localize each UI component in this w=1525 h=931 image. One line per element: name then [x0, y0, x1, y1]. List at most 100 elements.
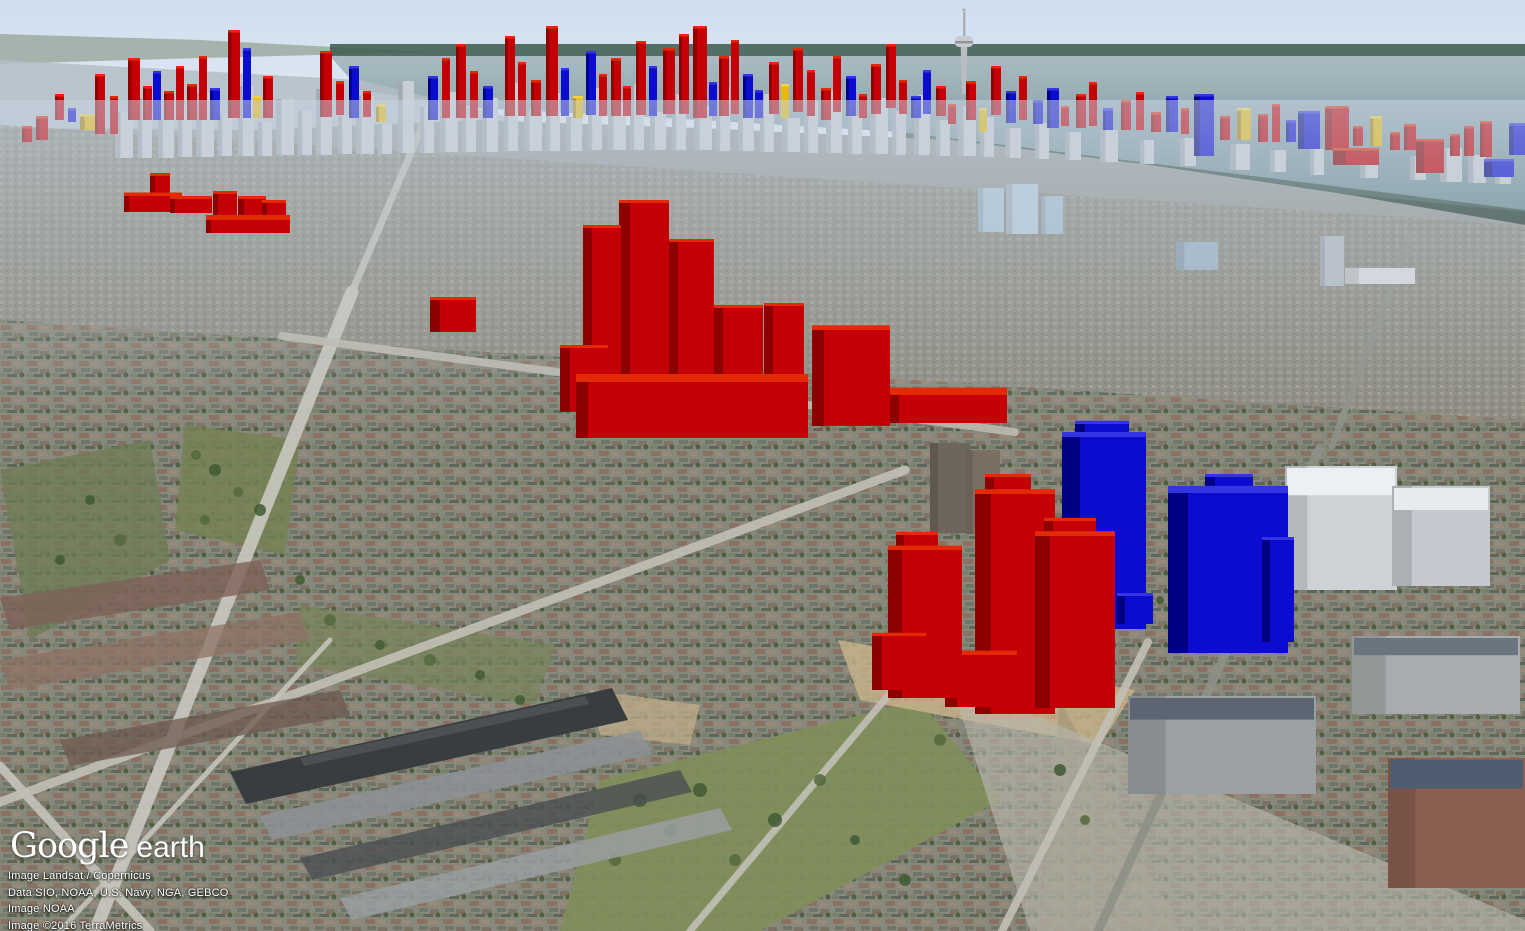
- cn-tower: [955, 8, 973, 94]
- logo-earth: earth: [136, 831, 205, 864]
- extrusion-bar-shade: [693, 28, 697, 118]
- development-extrusion: [1035, 531, 1115, 708]
- extrusion-bar-b: [846, 78, 856, 116]
- extrusion-bar-r: [176, 68, 184, 120]
- box-left-face: [764, 306, 773, 432]
- box-front-face: [882, 636, 926, 690]
- far-land-left: [0, 34, 430, 64]
- extrusion-bar-top: [886, 44, 896, 47]
- box-left-face: [576, 382, 588, 438]
- extrusion-bar-r: [636, 43, 646, 115]
- extrusion-bar-top: [456, 44, 466, 47]
- extrusion-bar-r: [833, 58, 841, 112]
- extrusion-bar-shade: [636, 43, 639, 115]
- development-extrusion-red: [812, 325, 890, 426]
- box-top-face: [238, 196, 266, 199]
- extrusion-bar-b: [649, 68, 657, 116]
- tree: [729, 854, 741, 866]
- extrusion-bar-top: [821, 88, 831, 91]
- midrise-building: [1352, 636, 1520, 714]
- box-left-face: [213, 194, 218, 226]
- extrusion-bar-top: [1136, 92, 1144, 95]
- extrusion-bar-shade: [456, 46, 459, 118]
- tree: [934, 734, 946, 746]
- box-top-face: [1262, 537, 1294, 540]
- extrusion-bar-shade: [743, 76, 746, 118]
- extrusion-bar-r: [336, 83, 344, 115]
- extrusion-bar-top: [586, 51, 596, 54]
- tree: [768, 813, 782, 827]
- tree: [209, 464, 221, 476]
- extrusion-bar-r: [871, 66, 881, 114]
- extrusion-bar-shade: [128, 60, 132, 120]
- box-top-face: [206, 214, 290, 220]
- extrusion-bar-top: [1089, 82, 1097, 85]
- midrise-building: [1388, 758, 1525, 888]
- box-top-face: [764, 303, 804, 306]
- box-top-face: [975, 489, 1055, 494]
- box-top-face: [576, 374, 808, 382]
- box-front-face: [440, 300, 476, 332]
- extrusion-bar-shade: [320, 53, 324, 117]
- extrusion-bar-r: [719, 58, 729, 116]
- extrusion-bar-r: [531, 82, 541, 116]
- box-left-face: [583, 228, 592, 402]
- tree: [191, 450, 201, 460]
- extrusion-bar-top: [573, 96, 583, 99]
- building-roof: [1287, 468, 1395, 496]
- extrusion-bar-top: [228, 30, 240, 33]
- extrusion-bar-top: [679, 34, 689, 37]
- box-left-face: [985, 477, 994, 495]
- building-shade: [966, 450, 973, 534]
- extrusion-bar-top: [505, 36, 515, 39]
- extrusion-bar-shade: [719, 58, 722, 116]
- extrusion-bar-r: [769, 64, 779, 114]
- extrusion-bar-r: [442, 60, 450, 118]
- box-front-face: [824, 330, 890, 426]
- attribution-line-1: Image Landsat / Copernicus: [8, 870, 151, 882]
- tree: [515, 695, 525, 705]
- box-top-face: [1062, 431, 1146, 437]
- development-extrusion-red: [170, 196, 212, 213]
- extrusion-bar-b: [428, 78, 438, 120]
- tree: [200, 515, 210, 525]
- extrusion-bar-top: [1047, 88, 1059, 91]
- extrusion-bar-top: [923, 70, 931, 73]
- midtown-red-cluster: [430, 200, 1007, 438]
- extrusion-bar-r: [679, 36, 689, 114]
- extrusion-bar-shade: [991, 68, 994, 115]
- box-top-face: [872, 632, 926, 636]
- extrusion-bar-top: [320, 51, 332, 54]
- extrusion-bar-shade: [228, 32, 232, 118]
- extrusion-bar-top: [128, 58, 140, 61]
- extrusion-bar-top: [966, 81, 976, 84]
- extrusion-bar-top: [483, 86, 493, 89]
- extrusion-bar-r: [793, 50, 803, 112]
- building-shade: [930, 443, 938, 533]
- extrusion-bar-top: [769, 62, 779, 65]
- tree: [254, 504, 266, 516]
- box-top-face: [213, 191, 237, 194]
- extrusion-bar-top: [859, 94, 867, 97]
- box-left-face: [430, 300, 440, 332]
- extrusion-bar-top: [153, 71, 161, 74]
- box-top-face: [1044, 517, 1096, 521]
- extrusion-bar-b: [561, 70, 569, 116]
- extrusion-bar-top: [793, 48, 803, 51]
- extrusion-bar-top: [755, 90, 763, 93]
- box-top-face: [896, 532, 938, 535]
- box-left-face: [238, 199, 244, 227]
- box-left-face: [560, 348, 570, 412]
- box-front-face: [899, 395, 1007, 423]
- box-top-face: [713, 305, 763, 308]
- extrusion-bar-r: [807, 72, 815, 116]
- development-extrusion: [1262, 537, 1294, 642]
- box-top-face: [885, 387, 1007, 395]
- extrusion-bar-top: [807, 70, 815, 73]
- extrusion-bar-b: [586, 53, 596, 115]
- box-top-face: [668, 239, 714, 242]
- extrusion-bar-shade: [546, 28, 550, 116]
- building-body: [930, 443, 970, 533]
- extrusion-bar-top: [546, 26, 558, 29]
